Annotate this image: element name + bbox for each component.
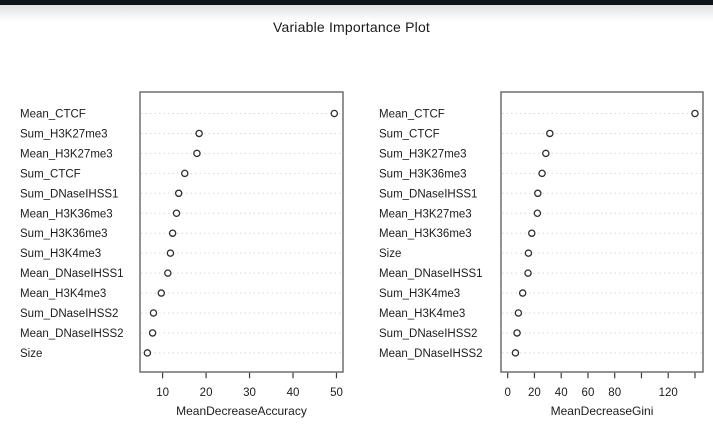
category-label: Sum_H3K4me3 bbox=[379, 288, 460, 300]
data-point bbox=[168, 229, 177, 237]
category-label: Sum_H3K4me3 bbox=[20, 248, 101, 260]
category-label: Sum_H3K36me3 bbox=[20, 228, 108, 240]
data-point bbox=[174, 189, 183, 198]
data-point bbox=[172, 209, 181, 217]
data-point bbox=[533, 209, 542, 217]
data-point bbox=[528, 229, 536, 237]
category-label: Sum_DNaseIHSS1 bbox=[379, 188, 477, 200]
data-point bbox=[513, 329, 521, 337]
category-label: Mean_CTCF bbox=[20, 109, 86, 121]
category-label: Mean_CTCF bbox=[379, 109, 445, 121]
data-point bbox=[546, 129, 554, 138]
data-point bbox=[534, 189, 542, 198]
x-tick-label: 20 bbox=[200, 387, 213, 399]
data-point bbox=[524, 249, 533, 257]
data-point bbox=[157, 289, 166, 297]
category-label: Mean_DNaseIHSS2 bbox=[20, 328, 124, 340]
x-tick-label: 40 bbox=[555, 387, 568, 399]
x-tick-label: 30 bbox=[243, 387, 256, 399]
category-label: Mean_H3K4me3 bbox=[20, 288, 106, 300]
category-label: Sum_CTCF bbox=[379, 128, 440, 140]
data-point bbox=[181, 169, 189, 178]
category-label: Mean_DNaseIHSS1 bbox=[379, 268, 483, 280]
plot-box bbox=[139, 91, 344, 373]
data-point bbox=[524, 269, 532, 277]
category-label: Sum_DNaseIHSS2 bbox=[20, 308, 118, 320]
data-point bbox=[542, 149, 550, 158]
category-label: Mean_H3K36me3 bbox=[20, 208, 113, 220]
window-chrome-bar bbox=[0, 0, 713, 5]
data-point bbox=[149, 309, 158, 317]
category-label: Mean_DNaseIHSS1 bbox=[20, 268, 124, 280]
x-tick-label: 20 bbox=[528, 387, 541, 399]
data-point bbox=[691, 109, 699, 118]
category-label: Sum_DNaseIHSS1 bbox=[20, 188, 118, 200]
data-point bbox=[518, 289, 527, 297]
category-label: Sum_CTCF bbox=[20, 168, 81, 180]
category-label: Mean_H3K36me3 bbox=[379, 228, 472, 240]
category-label: Size bbox=[379, 248, 401, 260]
x-tick-label: 40 bbox=[287, 387, 300, 399]
category-label: Sum_H3K36me3 bbox=[379, 168, 467, 180]
plot-box bbox=[500, 91, 704, 373]
category-label: Mean_H3K4me3 bbox=[379, 308, 465, 320]
data-point bbox=[143, 349, 152, 357]
data-point bbox=[148, 329, 157, 337]
x-tick-label: 10 bbox=[156, 387, 169, 399]
chart-title: Variable Importance Plot bbox=[272, 19, 431, 35]
x-axis-title: MeanDecreaseGini bbox=[551, 404, 654, 418]
category-label: Sum_DNaseIHSS2 bbox=[379, 328, 477, 340]
header-gradient bbox=[0, 5, 713, 21]
category-label: Size bbox=[20, 348, 42, 360]
x-tick-label: 0 bbox=[504, 387, 510, 399]
data-point bbox=[511, 349, 520, 357]
data-point bbox=[538, 169, 546, 178]
x-tick-label: 80 bbox=[608, 387, 621, 399]
data-point bbox=[195, 129, 203, 138]
category-label: Mean_DNaseIHSS2 bbox=[379, 348, 483, 360]
data-point bbox=[166, 249, 175, 257]
data-point bbox=[514, 309, 523, 317]
data-point bbox=[193, 149, 201, 158]
category-label: Sum_H3K27me3 bbox=[379, 148, 467, 160]
category-label: Mean_H3K27me3 bbox=[379, 208, 472, 220]
category-label: Sum_H3K27me3 bbox=[20, 128, 108, 140]
x-tick-label: 50 bbox=[330, 387, 343, 399]
x-tick-label: 120 bbox=[659, 387, 678, 399]
category-label: Mean_H3K27me3 bbox=[20, 148, 113, 160]
x-axis-title: MeanDecreaseAccuracy bbox=[176, 404, 307, 418]
data-point bbox=[164, 269, 172, 277]
data-point bbox=[330, 109, 339, 118]
x-tick-label: 60 bbox=[582, 387, 595, 399]
